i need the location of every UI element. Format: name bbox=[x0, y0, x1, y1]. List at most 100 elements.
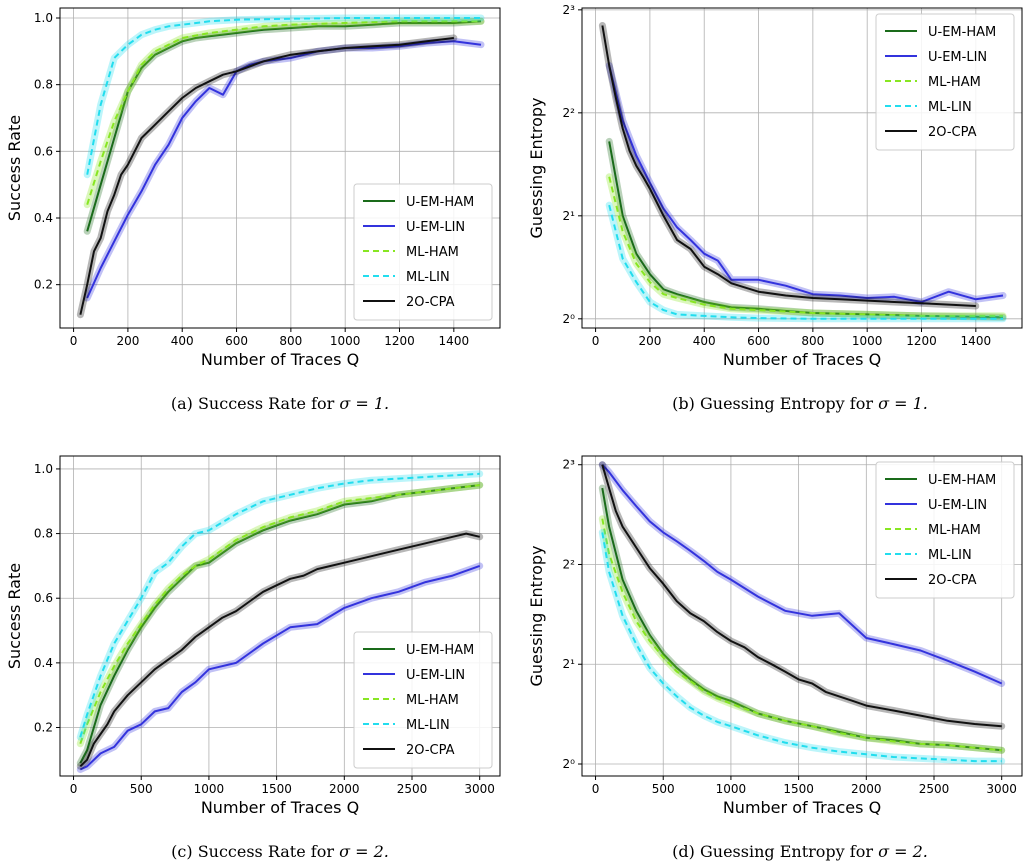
y-tick-label: 1.0 bbox=[34, 462, 53, 476]
x-tick-label: 2000 bbox=[329, 782, 360, 796]
guessing-entropy-sigma1-chart: 0 200 400 600 800 1000 1200 1400 2⁰ 2¹ 2² 2³ Number … bbox=[527, 3, 1023, 369]
legend-box bbox=[875, 13, 1015, 151]
caption-d-label: (d) bbox=[672, 842, 695, 861]
plot-frame bbox=[581, 7, 1023, 329]
series-line-u-em-lin bbox=[86, 40, 482, 299]
y-tick-label: 2⁰ bbox=[563, 312, 576, 326]
legend-label: ML-LIN bbox=[928, 548, 972, 563]
legend-label: 2O-CPA bbox=[928, 125, 977, 140]
y-tick-label: 2¹ bbox=[563, 657, 576, 671]
y-tick-label: 0.4 bbox=[34, 211, 53, 225]
axis-ticks: 0 200 400 600 800 1000 1200 1400 2⁰ 2¹ 2² 2³ bbox=[563, 3, 992, 348]
x-tick-label: 0 bbox=[70, 334, 78, 348]
series-line-ml-ham bbox=[608, 176, 1003, 317]
x-tick-label: 1200 bbox=[384, 334, 415, 348]
caption-c-label: (c) bbox=[171, 842, 193, 861]
series-group bbox=[598, 22, 1007, 323]
x-tick-label: 1500 bbox=[783, 782, 814, 796]
x-tick-label: 0 bbox=[70, 782, 78, 796]
series-group bbox=[76, 14, 485, 319]
x-tick-label: 400 bbox=[171, 334, 194, 348]
legend-label: 2O-CPA bbox=[406, 743, 455, 758]
legend-box bbox=[875, 461, 1015, 599]
y-tick-label: 1.0 bbox=[34, 11, 53, 25]
series-line-ml-lin bbox=[608, 204, 1003, 320]
chart-panel-a: 0 200 400 600 800 1000 1200 1400 0.2 0.4 0.6 0.8 1.0… bbox=[0, 0, 505, 385]
caption-b: (b) Guessing Entropy for σ = 1. bbox=[580, 394, 1020, 413]
series-line-2o-cpa bbox=[601, 464, 1002, 728]
x-axis-label: Number of Traces Q bbox=[723, 798, 881, 817]
series-line-2o-cpa bbox=[79, 532, 480, 768]
chart-panel-c: 0 500 1000 1500 2000 2500 3000 0.2 0.4 0.6 0.8 1.0 N… bbox=[0, 448, 505, 833]
x-tick-label: 2500 bbox=[919, 782, 950, 796]
x-tick-label: 0 bbox=[592, 782, 600, 796]
series-group bbox=[76, 470, 484, 773]
series-line-u-em-lin bbox=[79, 564, 481, 771]
series-line-ml-ham bbox=[79, 484, 480, 745]
legend-label: U-EM-LIN bbox=[406, 220, 465, 235]
y-tick-label: 2⁰ bbox=[563, 757, 576, 771]
y-axis-label: Guessing Entropy bbox=[527, 97, 546, 238]
legend-label: ML-HAM bbox=[928, 523, 981, 538]
y-tick-label: 0.8 bbox=[34, 78, 53, 92]
x-tick-label: 500 bbox=[652, 782, 675, 796]
series-line-2o-cpa bbox=[601, 25, 976, 307]
caption-b-text: Guessing Entropy for bbox=[699, 394, 873, 413]
x-tick-label: 200 bbox=[638, 334, 661, 348]
y-tick-label: 0.8 bbox=[34, 527, 53, 541]
axis-ticks: 0 200 400 600 800 1000 1200 1400 0.2 0.4 0.6 0.8 1.0 bbox=[34, 11, 469, 348]
plot-frame bbox=[59, 455, 501, 777]
success-rate-sigma1-chart: 0 200 400 600 800 1000 1200 1400 0.2 0.4 0.6 0.8 1.0… bbox=[5, 7, 501, 369]
x-tick-label: 1400 bbox=[961, 334, 992, 348]
legend-box bbox=[353, 631, 493, 769]
y-tick-label: 0.4 bbox=[34, 656, 53, 670]
legend-label: U-EM-HAM bbox=[928, 473, 996, 488]
chart-panel-b: 0 200 400 600 800 1000 1200 1400 2⁰ 2¹ 2² 2³ Number … bbox=[522, 0, 1027, 385]
caption-a-sigma: σ = 1. bbox=[339, 394, 390, 413]
series-line-ml-lin bbox=[601, 532, 1002, 763]
x-tick-label: 200 bbox=[116, 334, 139, 348]
series-line-u-em-lin bbox=[601, 464, 1003, 685]
y-tick-label: 0.6 bbox=[34, 591, 53, 605]
y-axis-label: Success Rate bbox=[5, 563, 24, 669]
y-tick-label: 0.6 bbox=[34, 144, 53, 158]
x-tick-label: 600 bbox=[747, 334, 770, 348]
series-line-u-em-ham bbox=[608, 141, 1004, 319]
caption-b-label: (b) bbox=[672, 394, 695, 413]
y-tick-label: 0.2 bbox=[34, 278, 53, 292]
x-axis-label: Number of Traces Q bbox=[201, 350, 359, 369]
series-line-u-em-lin bbox=[608, 65, 1004, 303]
x-tick-label: 2500 bbox=[397, 782, 428, 796]
legend: U-EM-HAM U-EM-LIN ML-HAM ML-LIN 2O-CPA bbox=[875, 13, 1015, 151]
x-tick-label: 600 bbox=[225, 334, 248, 348]
caption-a-label: (a) bbox=[170, 394, 193, 413]
series-line-u-em-ham bbox=[79, 484, 480, 764]
caption-c-sigma: σ = 2. bbox=[339, 842, 389, 861]
chart-panel-d: 0 500 1000 1500 2000 2500 3000 2⁰ 2¹ 2² 2³ Number o… bbox=[522, 448, 1027, 833]
legend: U-EM-HAM U-EM-LIN ML-HAM ML-LIN 2O-CPA bbox=[875, 461, 1015, 599]
legend: U-EM-HAM U-EM-LIN ML-HAM ML-LIN 2O-CPA bbox=[353, 183, 493, 321]
series-line-ml-lin bbox=[79, 472, 480, 738]
legend-label: U-EM-HAM bbox=[406, 195, 474, 210]
legend-label: U-EM-LIN bbox=[406, 668, 465, 683]
axis-ticks: 0 500 1000 1500 2000 2500 3000 2⁰ 2¹ 2² 2³ bbox=[563, 458, 1017, 796]
legend-label: U-EM-LIN bbox=[928, 498, 987, 513]
series-line-ml-lin bbox=[86, 17, 481, 175]
caption-a-text: Success Rate for bbox=[197, 394, 335, 413]
x-tick-label: 1000 bbox=[194, 782, 225, 796]
x-tick-label: 1400 bbox=[439, 334, 470, 348]
series-line-ml-ham bbox=[86, 20, 481, 205]
legend-label: ML-LIN bbox=[406, 718, 450, 733]
x-tick-label: 3000 bbox=[986, 782, 1017, 796]
x-tick-label: 2000 bbox=[851, 782, 882, 796]
caption-c-text: Success Rate for bbox=[197, 842, 334, 861]
y-axis-label: Guessing Entropy bbox=[527, 545, 546, 686]
y-axis-label: Success Rate bbox=[5, 115, 24, 221]
series-group bbox=[598, 461, 1006, 765]
x-tick-label: 3000 bbox=[464, 782, 495, 796]
plot-frame bbox=[581, 455, 1023, 777]
series-line-2o-cpa bbox=[79, 37, 454, 315]
x-tick-label: 1000 bbox=[716, 782, 747, 796]
y-tick-label: 0.2 bbox=[34, 721, 53, 735]
legend-label: 2O-CPA bbox=[928, 573, 977, 588]
